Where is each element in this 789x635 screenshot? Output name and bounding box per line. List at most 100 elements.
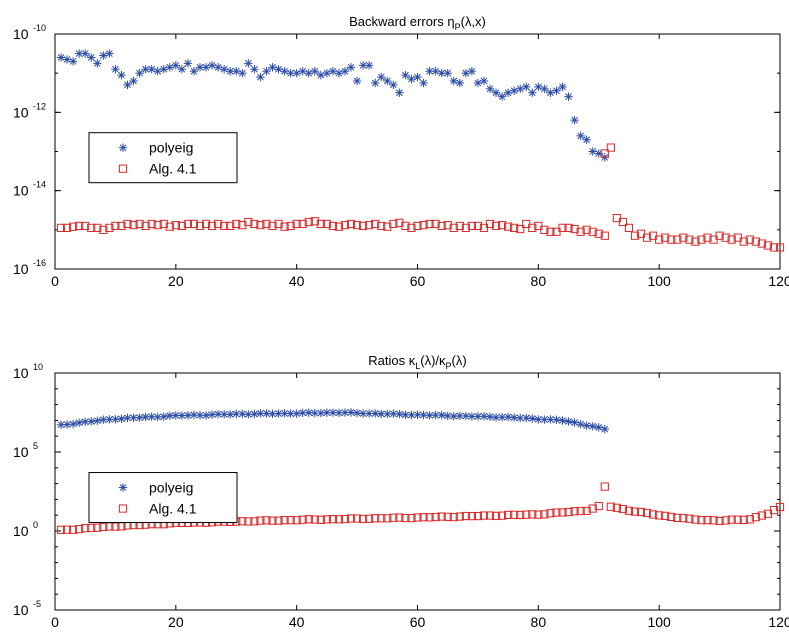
asterisk-marker [280, 67, 289, 76]
asterisk-marker [582, 135, 591, 144]
y-tick-label: 10 [13, 104, 29, 120]
square-marker [679, 514, 688, 523]
asterisk-marker [129, 76, 138, 86]
square-marker [775, 502, 785, 512]
square-marker [703, 233, 712, 242]
square-marker [262, 219, 271, 229]
square-marker [516, 224, 525, 234]
square-marker [340, 514, 350, 524]
square-marker [201, 219, 211, 229]
square-marker [177, 221, 186, 231]
square-marker [359, 221, 368, 231]
square-marker [516, 510, 525, 520]
asterisk-marker [256, 409, 265, 418]
square-marker [328, 515, 338, 524]
square-marker [69, 222, 78, 231]
asterisk-marker [364, 61, 374, 70]
square-marker [661, 233, 670, 242]
square-marker [540, 225, 549, 234]
square-marker [751, 513, 760, 522]
asterisk-marker [449, 76, 458, 86]
asterisk-marker [68, 419, 78, 429]
square-marker [346, 514, 356, 523]
square-marker [220, 221, 229, 231]
square-marker [582, 225, 591, 234]
asterisk-marker [600, 424, 609, 434]
asterisk-marker [503, 412, 513, 422]
square-marker [413, 221, 422, 231]
square-marker [763, 241, 773, 250]
asterisk-marker [534, 415, 543, 424]
square-marker [467, 512, 476, 521]
asterisk-marker [407, 74, 416, 84]
asterisk-marker [56, 53, 66, 62]
asterisk-marker [528, 414, 537, 423]
asterisk-marker [473, 78, 483, 88]
asterisk-marker [443, 68, 452, 78]
asterisk-marker [62, 420, 72, 429]
square-marker [407, 223, 416, 232]
series-polyeig [56, 408, 609, 434]
legend-box [88, 472, 238, 524]
square-marker [576, 506, 585, 516]
square-marker [630, 507, 640, 516]
asterisk-marker [207, 410, 217, 419]
square-marker [655, 235, 664, 244]
square-marker [425, 513, 434, 522]
square-marker [546, 227, 555, 236]
asterisk-marker [268, 63, 277, 72]
square-marker [56, 223, 66, 232]
asterisk-marker [419, 78, 428, 88]
asterisk-marker [516, 413, 525, 423]
asterisk-marker [68, 57, 78, 66]
square-marker [600, 231, 609, 240]
square-marker [624, 506, 634, 515]
square-marker [552, 508, 561, 517]
square-marker [467, 221, 476, 231]
asterisk-marker [546, 88, 555, 97]
asterisk-marker [570, 115, 579, 125]
asterisk-marker [455, 78, 464, 88]
square-marker [232, 219, 241, 229]
square-marker [401, 221, 410, 231]
asterisk-marker [118, 483, 128, 492]
x-tick-label: 60 [410, 614, 426, 630]
asterisk-marker [111, 415, 120, 424]
square-marker [697, 516, 706, 525]
square-marker [117, 221, 126, 231]
y-tick-label: 10 [13, 26, 29, 42]
legend-box [88, 132, 238, 184]
square-marker [449, 513, 458, 522]
square-marker [214, 219, 223, 229]
square-marker [497, 221, 507, 230]
square-marker [171, 221, 180, 230]
asterisk-marker [576, 131, 585, 141]
square-marker [371, 219, 380, 229]
title-part: L [415, 361, 420, 371]
legend-label: Alg. 4.1 [149, 501, 197, 517]
x-tick-label: 100 [647, 614, 671, 630]
square-marker [159, 219, 168, 229]
square-marker [407, 514, 416, 523]
square-marker [322, 515, 331, 524]
square-marker [443, 512, 452, 521]
asterisk-marker [358, 61, 368, 70]
asterisk-marker [497, 92, 507, 101]
square-marker [268, 221, 277, 231]
square-marker [81, 524, 90, 533]
square-marker [642, 508, 652, 518]
square-marker [510, 223, 519, 232]
asterisk-marker [159, 412, 168, 421]
square-marker [461, 511, 470, 521]
asterisk-marker [123, 80, 132, 90]
asterisk-marker [389, 80, 398, 90]
asterisk-marker [62, 55, 72, 64]
asterisk-marker [425, 411, 434, 420]
square-marker [383, 514, 392, 523]
x-tick-label: 80 [531, 614, 547, 630]
asterisk-marker [473, 412, 483, 421]
square-marker [667, 512, 676, 522]
asterisk-marker [111, 65, 120, 74]
asterisk-marker [491, 413, 501, 422]
square-marker [431, 219, 440, 229]
